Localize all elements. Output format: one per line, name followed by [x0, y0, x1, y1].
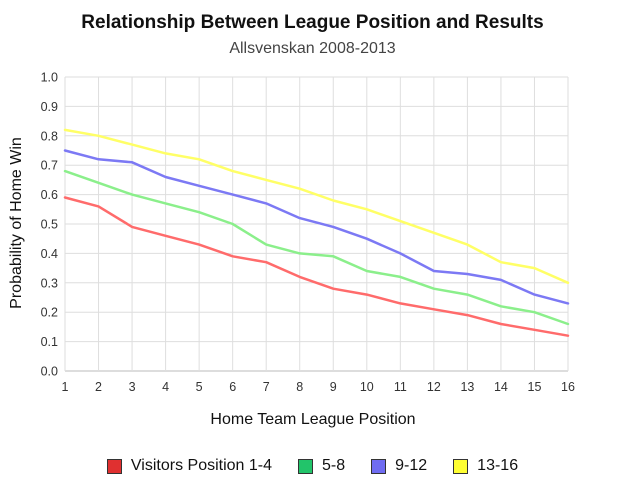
y-tick-label: 0.4 — [41, 247, 58, 261]
x-tick-label: 14 — [494, 380, 508, 394]
legend-label: 9-12 — [395, 457, 428, 474]
y-tick-label: 0.6 — [41, 188, 58, 202]
legend-item: 13-16 — [453, 457, 518, 475]
series-line-3 — [63, 149, 570, 305]
x-tick-label: 12 — [427, 380, 441, 394]
series-lines — [63, 128, 570, 337]
x-tick-label: 5 — [196, 380, 203, 394]
series-line-2 — [63, 169, 570, 326]
y-tick-label: 0.2 — [41, 306, 58, 320]
x-tick-label: 8 — [296, 380, 303, 394]
chart-title: Relationship Between League Position and… — [81, 12, 544, 33]
legend-swatch — [106, 458, 122, 474]
series-line-1 — [63, 196, 570, 337]
y-tick-label: 0.9 — [41, 100, 58, 114]
x-tick-label: 4 — [162, 380, 169, 394]
x-tick-label: 10 — [360, 380, 374, 394]
legend-label: Visitors Position 1-4 — [130, 457, 273, 474]
series-line-4 — [63, 128, 570, 285]
legend-label: 13-16 — [477, 457, 519, 474]
legend-swatch — [371, 458, 387, 474]
y-tick-label: 0.3 — [41, 276, 58, 290]
y-tick-label: 0.0 — [41, 365, 58, 379]
y-tick-label: 0.8 — [41, 129, 58, 143]
legend-label: 5-8 — [322, 457, 346, 474]
y-axis-title: Probability of Home Win — [8, 137, 25, 309]
chart-subtitle: Allsvenskan 2008-2013 — [229, 40, 396, 57]
x-tick-label: 6 — [229, 380, 236, 394]
y-tick-label: 1.0 — [41, 71, 58, 85]
legend-item: Visitors Position 1-4 — [106, 457, 273, 475]
x-tick-label: 13 — [460, 380, 474, 394]
y-tick-label: 0.5 — [41, 218, 58, 232]
legend-item: 5-8 — [298, 457, 345, 475]
x-tick-label: 2 — [95, 380, 102, 394]
y-tick-label: 0.1 — [41, 335, 58, 349]
x-tick-label: 15 — [528, 380, 542, 394]
x-tick-label: 9 — [330, 380, 337, 394]
x-tick-label: 16 — [561, 380, 575, 394]
y-axis-ticks: 0.0 0.1 0.2 0.3 0.4 0.5 0.6 0.7 0.8 0.9 1.0 — [41, 71, 58, 379]
legend-swatch — [298, 458, 314, 474]
legend-item: 9-12 — [371, 457, 427, 475]
legend-swatch — [453, 458, 469, 474]
x-axis-ticks: 1 2 3 4 5 6 7 8 9 10 11 12 13 14 15 16 — [62, 380, 575, 394]
legend: Visitors Position 1-4 5-8 9-12 13-16 — [0, 455, 625, 477]
x-axis-title: Home Team League Position — [210, 411, 415, 428]
x-tick-label: 7 — [263, 380, 270, 394]
x-tick-label: 3 — [129, 380, 136, 394]
x-tick-label: 11 — [394, 380, 407, 394]
grid-lines — [64, 76, 569, 372]
x-tick-label: 1 — [62, 380, 69, 394]
y-tick-label: 0.7 — [41, 159, 58, 173]
